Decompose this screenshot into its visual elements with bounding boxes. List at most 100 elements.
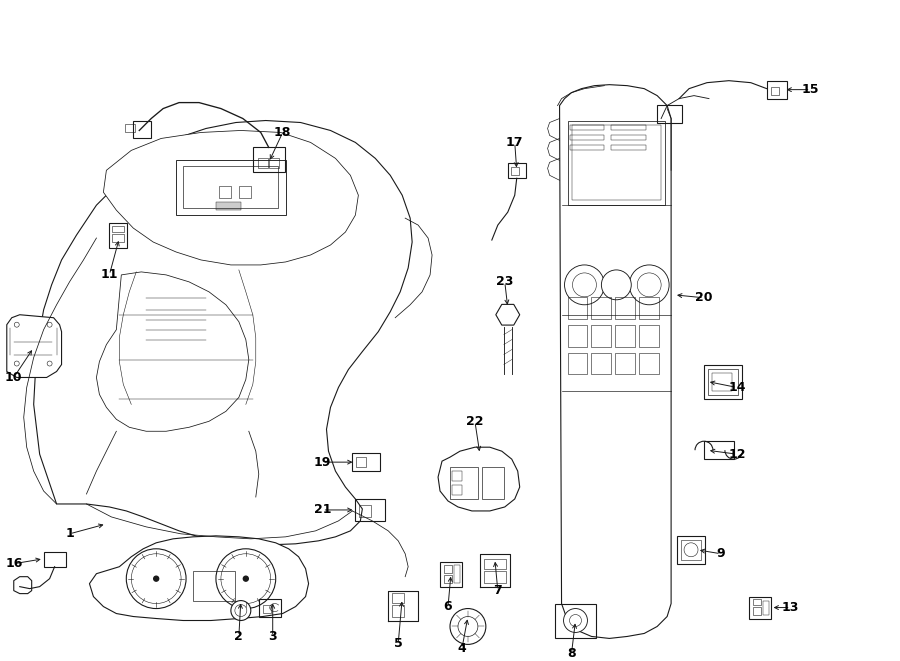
Circle shape [216, 549, 275, 609]
Bar [259, 599, 281, 617]
Text: 7: 7 [493, 584, 502, 597]
Bar [570, 126, 605, 130]
Circle shape [629, 265, 669, 305]
Bar [677, 536, 705, 564]
Text: 13: 13 [782, 601, 799, 614]
Bar [749, 597, 770, 619]
Text: 9: 9 [716, 547, 725, 561]
Text: 1: 1 [65, 527, 74, 540]
Text: 8: 8 [567, 647, 576, 660]
Bar [611, 126, 646, 130]
Bar [112, 226, 124, 232]
Polygon shape [96, 272, 248, 431]
Polygon shape [104, 130, 358, 265]
Bar [484, 570, 506, 582]
Bar [570, 145, 605, 151]
Bar [444, 574, 452, 582]
Text: 2: 2 [235, 630, 243, 643]
Text: 20: 20 [695, 292, 713, 304]
Bar [568, 325, 588, 346]
Bar [616, 352, 635, 375]
Bar [511, 167, 518, 175]
Circle shape [243, 576, 248, 581]
Text: 21: 21 [314, 504, 331, 516]
Bar [452, 471, 462, 481]
Text: 6: 6 [444, 600, 453, 613]
Circle shape [684, 543, 698, 557]
Polygon shape [7, 315, 61, 377]
Text: 17: 17 [506, 136, 524, 149]
Circle shape [47, 322, 52, 327]
Text: 22: 22 [466, 415, 483, 428]
Polygon shape [33, 120, 412, 545]
Text: 12: 12 [728, 447, 745, 461]
Bar [767, 81, 787, 98]
Bar [450, 467, 478, 499]
Polygon shape [14, 576, 32, 594]
Circle shape [570, 615, 581, 627]
Bar [570, 136, 605, 140]
Bar [257, 159, 267, 169]
Bar [591, 352, 611, 375]
Bar [752, 607, 760, 615]
Bar [639, 352, 659, 375]
Bar [616, 297, 635, 319]
Circle shape [563, 609, 588, 633]
Bar [238, 186, 251, 198]
Bar [263, 605, 271, 613]
Circle shape [637, 273, 662, 297]
Bar [125, 124, 135, 132]
Bar [591, 297, 611, 319]
Bar [253, 147, 284, 173]
Bar [176, 161, 285, 215]
Bar [133, 120, 151, 138]
Bar [572, 126, 662, 200]
Circle shape [235, 605, 247, 617]
Polygon shape [89, 536, 309, 621]
Bar [112, 234, 124, 242]
Text: 5: 5 [394, 637, 402, 650]
Circle shape [220, 554, 271, 603]
Bar [639, 325, 659, 346]
Bar [356, 499, 385, 521]
Bar [219, 186, 231, 198]
Bar [392, 593, 404, 603]
Bar [568, 352, 588, 375]
Bar [440, 562, 462, 587]
Bar [452, 485, 462, 495]
Text: 3: 3 [268, 630, 277, 643]
Bar [110, 223, 127, 248]
Text: 18: 18 [274, 126, 292, 139]
Bar [616, 325, 635, 346]
Text: 23: 23 [496, 276, 514, 288]
Bar [484, 559, 506, 568]
Bar [353, 453, 381, 471]
Bar [657, 104, 682, 122]
Circle shape [154, 576, 158, 581]
Bar [444, 564, 452, 572]
Bar [359, 505, 372, 517]
Bar [482, 467, 504, 499]
Bar [554, 603, 597, 639]
Circle shape [572, 273, 597, 297]
Bar [681, 540, 701, 560]
Text: 11: 11 [101, 268, 118, 282]
Bar [704, 442, 734, 459]
Bar [269, 159, 279, 169]
Bar [43, 552, 66, 566]
Bar [611, 145, 646, 151]
Text: 19: 19 [314, 455, 331, 469]
Circle shape [47, 361, 52, 366]
Polygon shape [438, 447, 519, 511]
Bar [508, 163, 526, 178]
Bar [712, 373, 732, 391]
Polygon shape [560, 85, 671, 639]
Bar [752, 599, 760, 605]
Bar [770, 87, 778, 95]
Polygon shape [496, 304, 519, 325]
Bar [704, 364, 742, 399]
Bar [216, 202, 241, 210]
Bar [568, 120, 665, 205]
Text: 16: 16 [5, 557, 22, 570]
Circle shape [126, 549, 186, 609]
